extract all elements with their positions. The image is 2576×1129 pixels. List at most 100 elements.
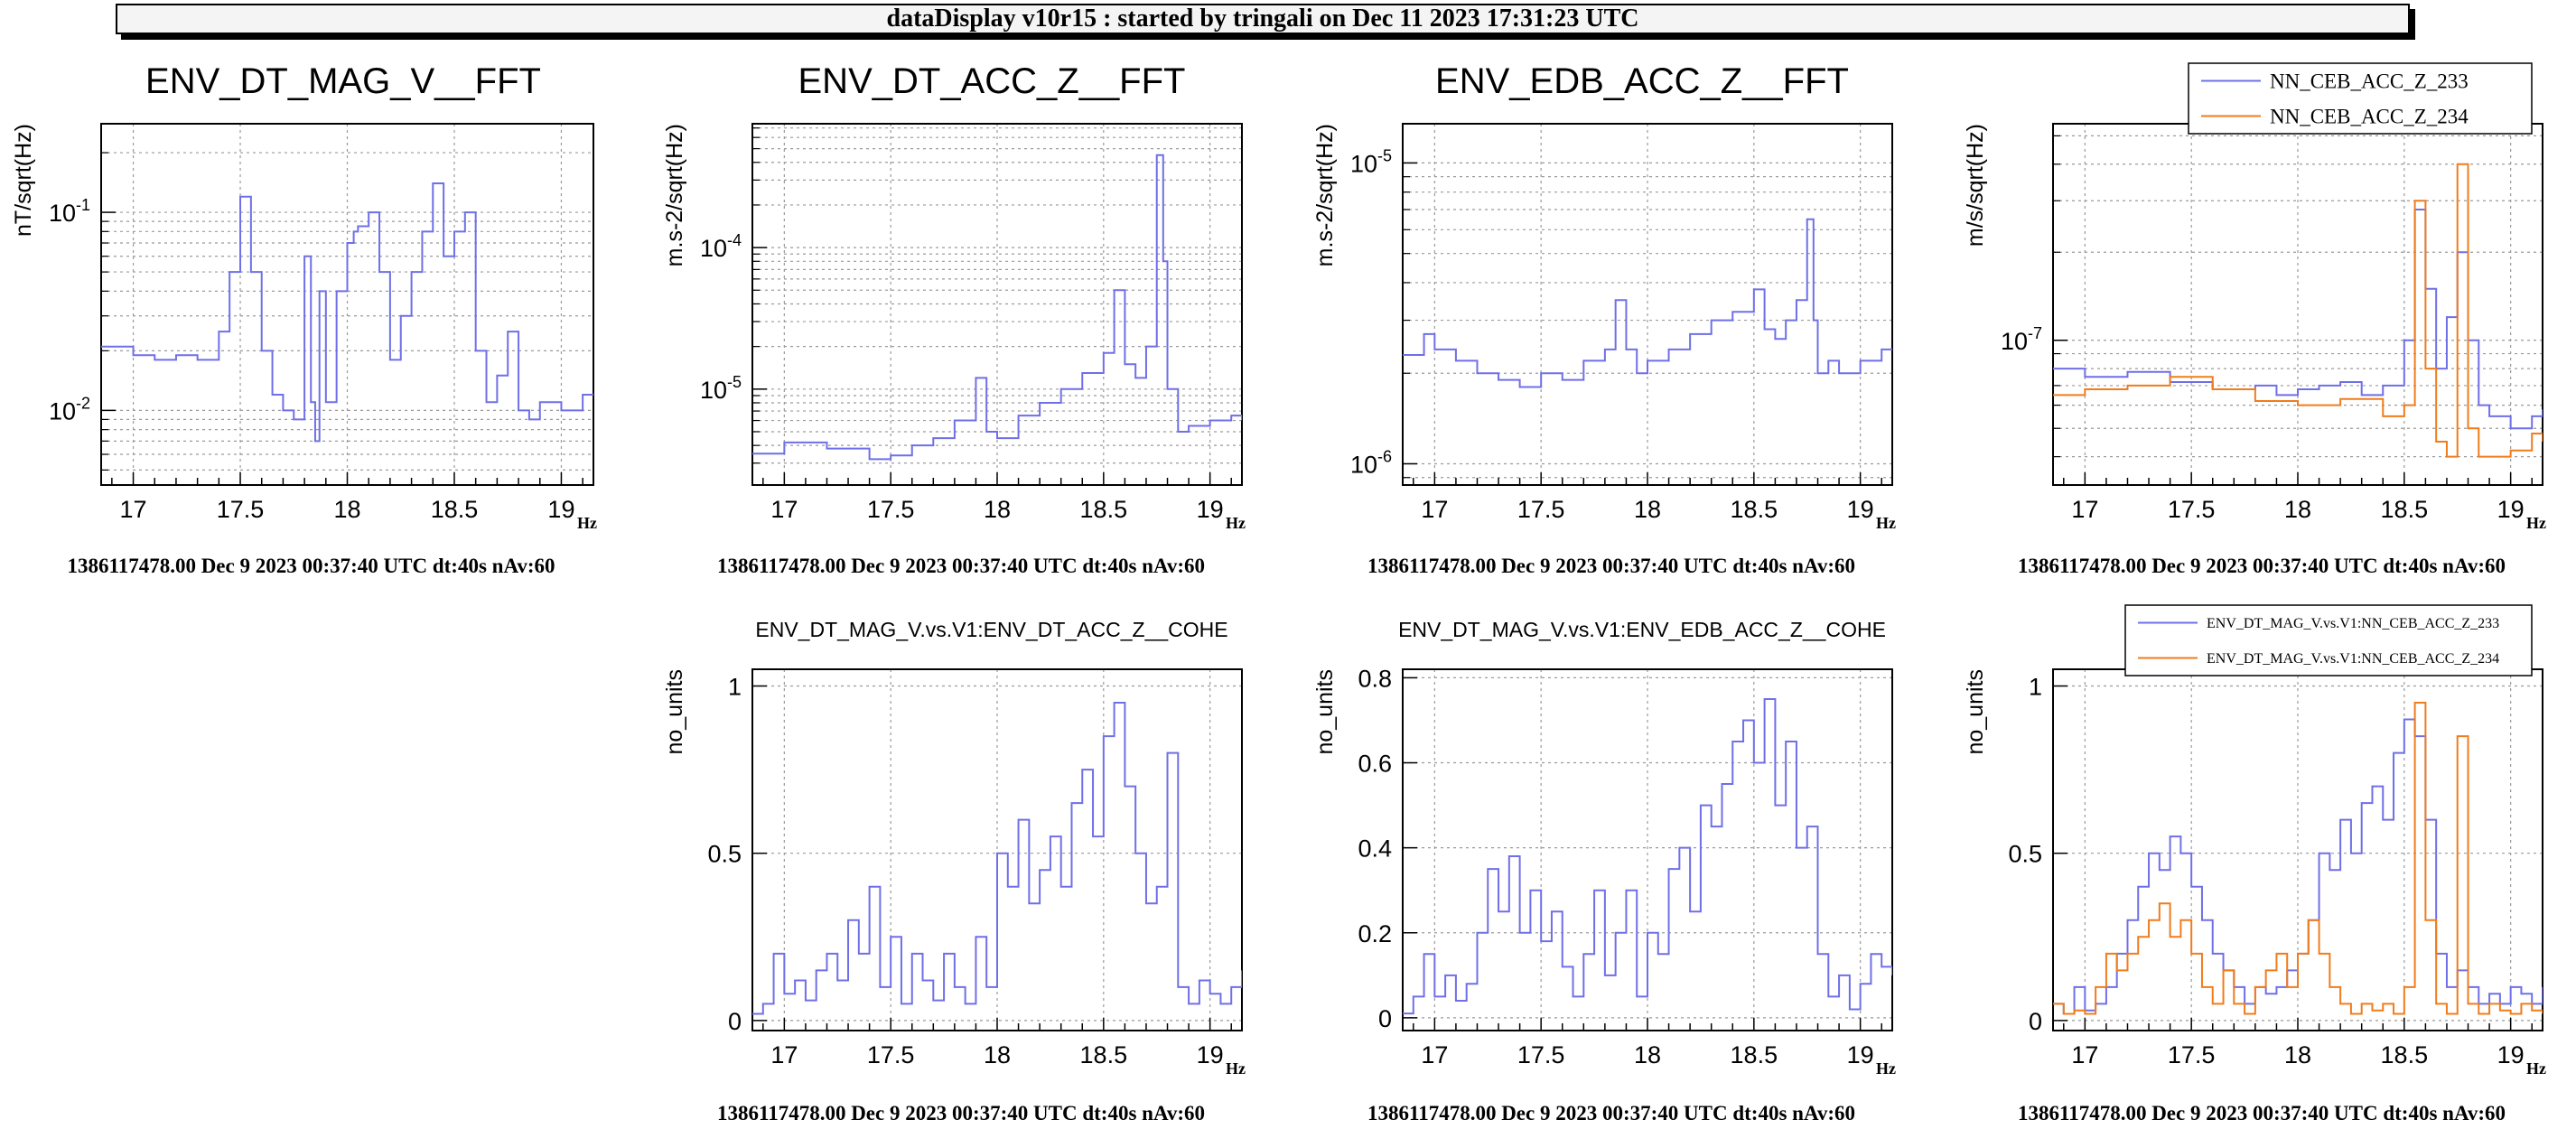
x-unit-label: Hz	[1226, 1059, 1246, 1078]
x-tick-label: 17	[1421, 1041, 1448, 1068]
plot-title: ENV_DT_ACC_Z__FFT	[798, 61, 1186, 101]
y-tick-label: 10-5	[700, 373, 742, 404]
plot-footer: 1386117478.00 Dec 9 2023 00:37:40 UTC dt…	[717, 555, 1205, 577]
series-line-1	[1403, 697, 1892, 1015]
x-tick-label: 19	[1197, 1041, 1224, 1068]
plot-frame	[2052, 123, 2543, 486]
x-unit-label: Hz	[1876, 1059, 1896, 1078]
series-line-1	[752, 702, 1242, 1015]
x-tick-label: 19	[2497, 496, 2525, 523]
x-tick-label: 19	[547, 496, 574, 523]
x-unit-label: Hz	[577, 514, 597, 532]
x-tick-label: 17.5	[2168, 1041, 2216, 1068]
x-tick-label: 17.5	[867, 1041, 915, 1068]
plot-p8: 17 17.5 18 18.5 19 Hz 1 0.5 0 no_units 1386117478.…	[1963, 604, 2546, 1124]
y-tick-label: 1	[728, 674, 742, 701]
series-line-1	[101, 182, 593, 443]
y-tick-label: 0	[728, 1008, 742, 1035]
x-tick-label: 18.5	[1731, 496, 1778, 523]
x-tick-label: 17.5	[1517, 1041, 1565, 1068]
y-tick-label: 10-2	[49, 394, 90, 425]
x-tick-label: 18.5	[1731, 1041, 1778, 1068]
y-axis-label: m/s/sqrt(Hz)	[1963, 124, 1988, 247]
x-tick-label: 18.5	[1080, 1041, 1128, 1068]
y-axis-label: nT/sqrt(Hz)	[11, 124, 36, 237]
x-tick-label: 17	[2071, 496, 2098, 523]
x-tick-label: 17	[2071, 1041, 2098, 1068]
plot-footer: 1386117478.00 Dec 9 2023 00:37:40 UTC dt…	[1367, 1102, 1855, 1124]
legend: ENV_DT_MAG_V.vs.V1:NN_CEB_ACC_Z_233 ENV_D…	[2124, 604, 2533, 676]
x-tick-label: 19	[1847, 496, 1874, 523]
legend-label: NN_CEB_ACC_Z_233	[2270, 70, 2469, 93]
x-tick-label: 17.5	[867, 496, 915, 523]
series-line-2	[2053, 702, 2543, 1015]
plot-p1: 17 17.5 18 18.5 19 Hz 10-1 10-2 nT/sqrt(Hz) ENV_D…	[11, 61, 597, 577]
x-unit-label: Hz	[1876, 514, 1896, 532]
plot-title: ENV_DT_MAG_V.vs.V1:ENV_DT_ACC_Z__COHE	[755, 618, 1227, 641]
x-unit-label: Hz	[2526, 514, 2546, 532]
x-tick-label: 17	[770, 496, 798, 523]
x-tick-label: 17.5	[2168, 496, 2216, 523]
legend-label: NN_CEB_ACC_Z_234	[2270, 106, 2469, 128]
y-tick-label: 0.5	[2008, 841, 2042, 868]
display-header: dataDisplay v10r15 : started by tringali…	[116, 4, 2410, 34]
x-tick-label: 17	[770, 1041, 798, 1068]
plot-p6: 17 17.5 18 18.5 19 Hz 1 0.5 0 no_units ENV_DT_MAG_…	[662, 618, 1246, 1124]
x-tick-label: 17	[1421, 496, 1448, 523]
x-tick-label: 18	[333, 496, 360, 523]
x-tick-label: 18	[2284, 496, 2311, 523]
x-tick-label: 19	[1197, 496, 1224, 523]
x-tick-label: 18	[1634, 1041, 1661, 1068]
x-tick-label: 17.5	[217, 496, 265, 523]
y-tick-label: 0.5	[707, 841, 742, 868]
y-tick-label: 10-6	[1350, 447, 1392, 478]
plot-title: ENV_DT_MAG_V__FFT	[145, 61, 541, 101]
plot-footer: 1386117478.00 Dec 9 2023 00:37:40 UTC dt…	[2018, 555, 2506, 577]
x-tick-label: 19	[1847, 1041, 1874, 1068]
x-tick-label: 19	[2497, 1041, 2525, 1068]
x-tick-label: 18	[1634, 496, 1661, 523]
y-tick-label: 10-1	[49, 196, 90, 227]
plot-frame	[100, 123, 594, 486]
x-unit-label: Hz	[1226, 514, 1246, 532]
plot-p7: 17 17.5 18 18.5 19 Hz 0.8 0.6 0.4 0.2 0 no_units ENV…	[1312, 618, 1896, 1124]
y-tick-label: 0.8	[1358, 665, 1392, 692]
x-tick-label: 18.5	[2381, 496, 2429, 523]
x-tick-label: 18.5	[2381, 1041, 2429, 1068]
x-tick-label: 18	[2284, 1041, 2311, 1068]
plot-footer: 1386117478.00 Dec 9 2023 00:37:40 UTC dt…	[1367, 555, 1855, 577]
y-tick-label: 10-7	[2001, 324, 2042, 355]
y-tick-label: 0.6	[1358, 751, 1392, 778]
plot-frame	[1402, 123, 1893, 486]
plot-footer: 1386117478.00 Dec 9 2023 00:37:40 UTC dt…	[717, 1102, 1205, 1124]
plot-p4: 17 17.5 18 18.5 19 Hz 10-7 m/s/sqrt(Hz) 13861174…	[1963, 62, 2546, 577]
legend-box	[2124, 604, 2533, 676]
plot-p2: 17 17.5 18 18.5 19 Hz 10-4 10-5 m.s-2/sqrt(Hz) EN…	[662, 61, 1246, 577]
plot-title: ENV_DT_MAG_V.vs.V1:ENV_EDB_ACC_Z__COHE	[1398, 618, 1886, 641]
y-axis-label: m.s-2/sqrt(Hz)	[662, 124, 687, 266]
series-line-1	[2053, 208, 2543, 430]
x-tick-label: 18	[984, 496, 1011, 523]
plot-footer: 1386117478.00 Dec 9 2023 00:37:40 UTC dt…	[67, 555, 555, 577]
x-tick-label: 18.5	[1080, 496, 1128, 523]
x-unit-label: Hz	[2526, 1059, 2546, 1078]
plot-footer: 1386117478.00 Dec 9 2023 00:37:40 UTC dt…	[2018, 1102, 2506, 1124]
y-tick-label: 0.2	[1358, 920, 1392, 947]
x-tick-label: 18	[984, 1041, 1011, 1068]
y-tick-label: 1	[2029, 674, 2042, 701]
plot-title: ENV_EDB_ACC_Z__FFT	[1435, 61, 1849, 101]
y-tick-label: 10-4	[700, 231, 742, 262]
y-tick-label: 0	[2029, 1008, 2042, 1035]
y-axis-label: no_units	[1312, 669, 1338, 755]
series-line-2	[2053, 163, 2543, 458]
x-tick-label: 17.5	[1517, 496, 1565, 523]
legend-label: ENV_DT_MAG_V.vs.V1:NN_CEB_ACC_Z_234	[2207, 651, 2499, 667]
y-tick-label: 10-5	[1350, 146, 1392, 177]
y-axis-label: m.s-2/sqrt(Hz)	[1312, 124, 1338, 266]
y-axis-label: no_units	[1963, 669, 1988, 755]
y-tick-label: 0.4	[1358, 835, 1392, 863]
x-tick-label: 17	[120, 496, 147, 523]
series-line-1	[752, 154, 1242, 461]
legend: NN_CEB_ACC_Z_233 NN_CEB_ACC_Z_234	[2188, 62, 2533, 135]
